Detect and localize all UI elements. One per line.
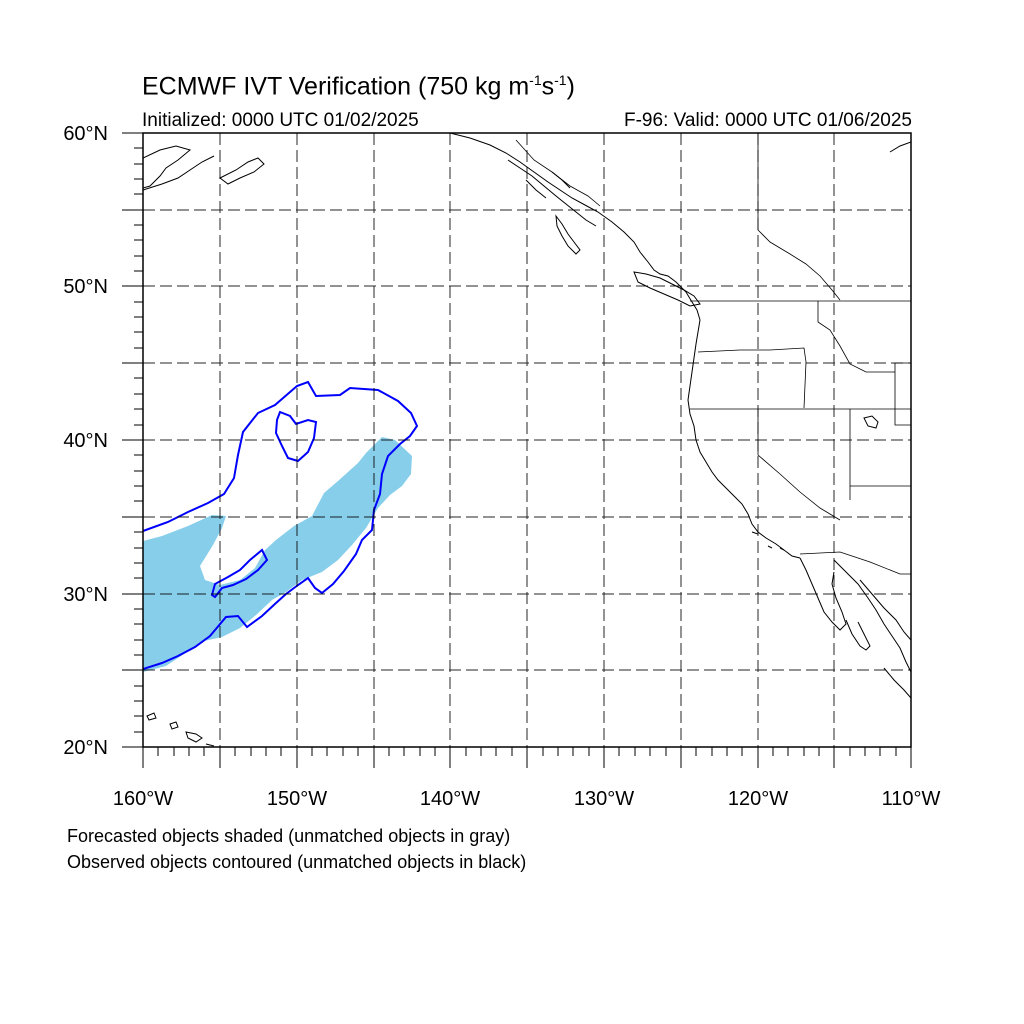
- hawaii-islands: [146, 712, 215, 747]
- alaska-bc-border: [515, 139, 601, 207]
- lat-label-40: 40°N: [63, 430, 108, 452]
- channel-islands: [751, 531, 785, 551]
- mainland-mexico-coast: [859, 579, 911, 641]
- vancouver-island: [633, 271, 701, 307]
- legend-note-forecast: Forecasted objects shaded (unmatched obj…: [67, 826, 511, 846]
- latitude-labels: 20°N 30°N 40°N 50°N 60°N: [63, 123, 108, 759]
- valid-time: F-96: Valid: 0000 UTC 01/06/2025: [624, 110, 912, 131]
- gulf-of-california-west-shore: [799, 557, 847, 631]
- gulf-of-alaska-shore: [143, 145, 192, 189]
- idaho-montana-border: [817, 301, 895, 373]
- lon-label-130w: 130°W: [574, 788, 634, 810]
- mexico-coast-south: [883, 667, 911, 699]
- lat-label-50: 50°N: [63, 276, 108, 298]
- lat-label-20: 20°N: [63, 737, 108, 759]
- haida-gwaii: [555, 214, 581, 255]
- forecast-object-fill: [143, 437, 412, 672]
- wyoming-box: [894, 362, 911, 426]
- baja-tip: [845, 619, 871, 651]
- washington-oregon-border: [697, 347, 807, 409]
- observed-object-contour: [143, 380, 419, 670]
- coastlines: [143, 133, 911, 747]
- longitude-labels: 160°W 150°W 140°W 130°W 120°W 110°W: [113, 788, 941, 810]
- north-america-west-coast: [449, 133, 801, 559]
- lat-label-60: 60°N: [63, 123, 108, 145]
- northern-coast-east: [889, 141, 911, 153]
- legend-note-observed: Observed objects contoured (unmatched ob…: [67, 852, 527, 872]
- lat-label-30: 30°N: [63, 584, 108, 606]
- great-salt-lake: [863, 415, 879, 429]
- us-mexico-border: [799, 551, 911, 575]
- lon-label-140w: 140°W: [420, 788, 480, 810]
- graticule: [143, 133, 911, 747]
- tick-marks: [122, 132, 912, 768]
- gulf-of-california-east-shore: [833, 559, 911, 673]
- lon-label-150w: 150°W: [267, 788, 327, 810]
- lon-label-160w: 160°W: [113, 788, 173, 810]
- initialized-time: Initialized: 0000 UTC 01/02/2025: [142, 110, 419, 131]
- political-boundaries: [515, 133, 911, 575]
- kodiak: [219, 157, 265, 185]
- lon-label-110w: 110°W: [882, 788, 941, 810]
- observed-object-hole-north: [274, 410, 318, 463]
- observed-object-hole-south: [210, 548, 269, 599]
- lon-label-120w: 120°W: [728, 788, 788, 810]
- california-nevada-border: [757, 409, 841, 521]
- bc-alberta-border: [757, 133, 841, 301]
- figure-title: ECMWF IVT Verification (750 kg m-1s-1): [142, 72, 575, 101]
- alaska-peninsula: [143, 155, 215, 191]
